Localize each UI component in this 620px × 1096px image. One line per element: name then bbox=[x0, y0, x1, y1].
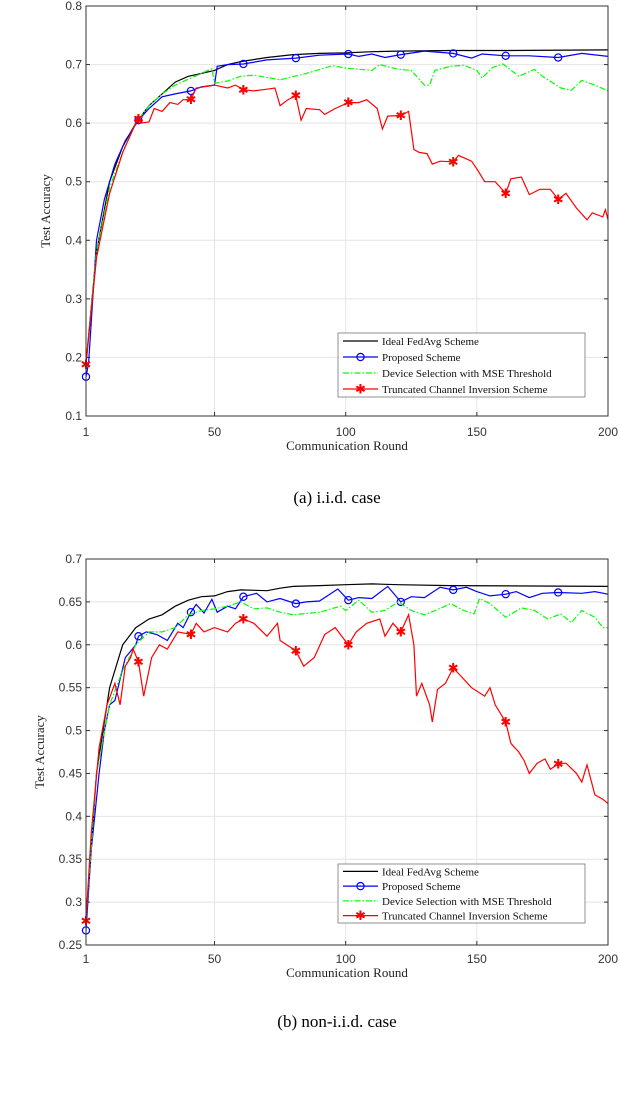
legend-entry-label: Proposed Scheme bbox=[382, 352, 461, 364]
series-marker-circle bbox=[134, 116, 143, 125]
legend-box bbox=[337, 332, 586, 398]
y-tick-label: 0.7 bbox=[65, 58, 82, 72]
series-line-1 bbox=[86, 50, 608, 377]
y-tick-label: 0.4 bbox=[65, 233, 82, 247]
series-marker-star: ✱ bbox=[500, 715, 511, 730]
y-tick-label: 0.6 bbox=[65, 116, 82, 130]
x-tick-label: 50 bbox=[208, 425, 222, 439]
legend-marker-star: ✱ bbox=[355, 909, 366, 924]
legend-marker-star: ✱ bbox=[355, 383, 366, 398]
series-marker-star: ✱ bbox=[553, 193, 564, 208]
legend-entry-label: Device Selection with MSE Threshold bbox=[382, 896, 552, 908]
series-marker-star: ✱ bbox=[185, 93, 196, 108]
series-marker-star: ✱ bbox=[133, 113, 144, 128]
y-tick-label: 0.1 bbox=[65, 409, 82, 423]
x-tick-label: 100 bbox=[336, 425, 356, 439]
series-marker-circle bbox=[553, 53, 563, 62]
series-line-2 bbox=[86, 63, 608, 364]
series-line-3 bbox=[86, 612, 608, 922]
legend-entry-label: Ideal FedAvg Scheme bbox=[382, 866, 479, 878]
legend-marker-circle bbox=[356, 881, 365, 891]
y-tick-label: 0.65 bbox=[59, 595, 83, 609]
series-marker-circle bbox=[344, 595, 353, 605]
x-tick-label: 100 bbox=[336, 952, 356, 966]
x-tick-label: 150 bbox=[467, 952, 487, 966]
y-axis-label: Test Accuracy bbox=[32, 715, 47, 789]
legend-entry-label: Device Selection with MSE Threshold bbox=[382, 368, 552, 380]
series-marker-circle bbox=[396, 50, 405, 59]
x-axis-label: Communication Round bbox=[286, 438, 408, 453]
series-marker-star: ✱ bbox=[500, 187, 511, 202]
series-marker-star: ✱ bbox=[290, 644, 301, 659]
legend-marker-circle bbox=[356, 352, 365, 362]
series-marker-circle bbox=[553, 588, 563, 597]
series-line-2 bbox=[86, 597, 608, 920]
legend-entry-label: Truncated Channel Inversion Scheme bbox=[382, 384, 548, 396]
series-marker-star: ✱ bbox=[343, 638, 354, 653]
y-tick-label: 0.4 bbox=[65, 809, 82, 823]
series-marker-circle bbox=[501, 589, 510, 599]
x-tick-label: 200 bbox=[598, 425, 618, 439]
series-marker-star: ✱ bbox=[133, 655, 144, 670]
series-marker-circle bbox=[134, 632, 143, 641]
series-marker-star: ✱ bbox=[448, 661, 459, 676]
series-marker-circle bbox=[291, 599, 301, 608]
axes-box bbox=[85, 558, 609, 946]
series-marker-circle bbox=[291, 53, 301, 63]
series-marker-star: ✱ bbox=[395, 109, 406, 124]
series-marker-circle bbox=[239, 59, 248, 69]
series-marker-circle bbox=[344, 49, 353, 59]
y-tick-label: 0.25 bbox=[59, 938, 83, 952]
series-marker-star: ✱ bbox=[290, 89, 301, 104]
series-line-0 bbox=[86, 583, 608, 920]
y-tick-label: 0.8 bbox=[65, 0, 82, 13]
y-tick-label: 0.5 bbox=[65, 724, 82, 738]
series-marker-star: ✱ bbox=[185, 628, 196, 643]
legend-box bbox=[337, 863, 586, 924]
series-marker-circle bbox=[239, 592, 248, 601]
series-marker-circle bbox=[449, 585, 458, 595]
y-tick-label: 0.5 bbox=[65, 175, 82, 189]
series-marker-star: ✱ bbox=[343, 96, 354, 111]
x-tick-label: 50 bbox=[208, 952, 222, 966]
y-tick-label: 0.3 bbox=[65, 895, 82, 909]
y-tick-label: 0.45 bbox=[59, 766, 83, 780]
x-axis-label: Communication Round bbox=[286, 965, 408, 980]
figure-caption: (a) i.i.d. case bbox=[293, 488, 380, 507]
y-tick-label: 0.55 bbox=[59, 681, 83, 695]
series-line-3 bbox=[86, 84, 608, 365]
legend-entry-label: Truncated Channel Inversion Scheme bbox=[382, 911, 548, 923]
y-tick-label: 0.3 bbox=[65, 292, 82, 306]
figure-caption: (b) non-i.i.d. case bbox=[277, 1012, 396, 1031]
series-marker-star: ✱ bbox=[448, 155, 459, 170]
y-tick-label: 0.35 bbox=[59, 852, 83, 866]
chart-panel-b: 1 50 100 150 2000.250.30.350.40.450.50.550.6… bbox=[32, 552, 618, 1031]
axes-box bbox=[85, 5, 609, 417]
legend: Ideal FedAvg Scheme Proposed Scheme Device… bbox=[337, 332, 586, 398]
legend-entry-label: Ideal FedAvg Scheme bbox=[382, 336, 479, 348]
series-marker-circle bbox=[449, 49, 458, 58]
series-marker-star: ✱ bbox=[238, 613, 249, 628]
x-tick-label: 1 bbox=[83, 952, 90, 966]
x-tick-label: 150 bbox=[467, 425, 487, 439]
legend-entry-label: Proposed Scheme bbox=[382, 881, 461, 893]
y-tick-label: 0.2 bbox=[65, 350, 82, 364]
series-marker-circle bbox=[186, 607, 196, 617]
series-marker-circle bbox=[501, 51, 510, 60]
chart-panel-a: 1 50 100 150 2000.10.20.30.40.50.60.70.8✱✱✱✱… bbox=[38, 0, 618, 507]
series-marker-star: ✱ bbox=[238, 83, 249, 98]
legend: Ideal FedAvg Scheme Proposed Scheme Device… bbox=[337, 863, 586, 924]
y-tick-label: 0.7 bbox=[65, 552, 82, 566]
series-line-1 bbox=[86, 585, 608, 931]
x-tick-label: 1 bbox=[83, 425, 90, 439]
series-marker-star: ✱ bbox=[553, 758, 564, 773]
y-axis-label: Test Accuracy bbox=[38, 174, 53, 248]
series-marker-star: ✱ bbox=[395, 625, 406, 640]
x-tick-label: 200 bbox=[598, 952, 618, 966]
y-tick-label: 0.6 bbox=[65, 638, 82, 652]
